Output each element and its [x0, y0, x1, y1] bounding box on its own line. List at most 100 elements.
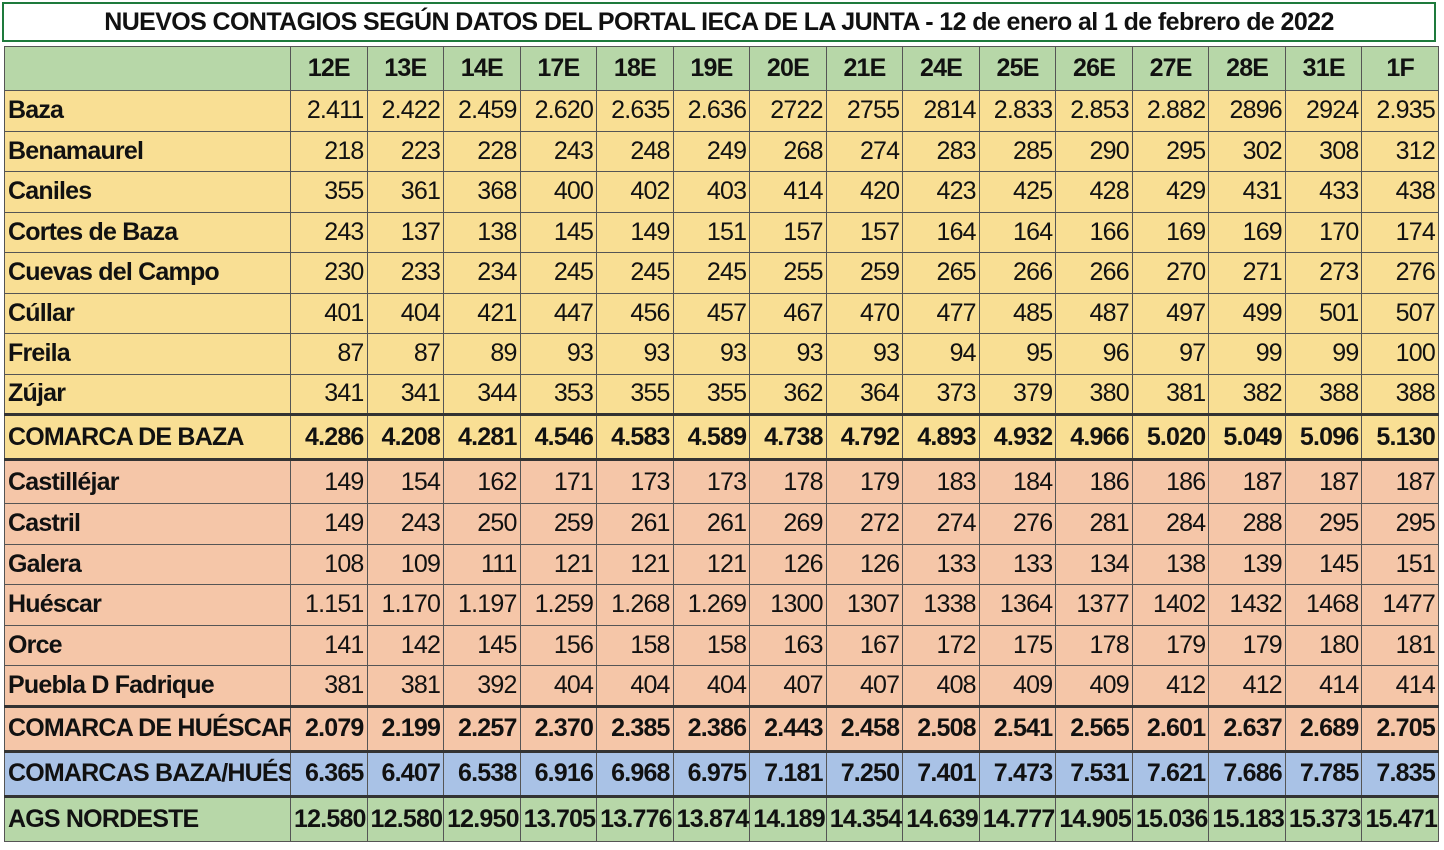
row-label[interactable]: Castilléjar — [4, 459, 291, 504]
table-cell[interactable]: 457 — [672, 292, 751, 334]
table-cell[interactable]: 145 — [443, 624, 521, 666]
table-cell[interactable]: 7.531 — [1055, 749, 1133, 797]
table-cell[interactable]: 173 — [672, 459, 751, 504]
row-label[interactable]: Puebla D Fadrique — [4, 665, 291, 707]
table-cell[interactable]: 151 — [672, 211, 751, 253]
table-cell[interactable]: 259 — [825, 252, 904, 294]
table-cell[interactable]: 15.183 — [1208, 794, 1286, 842]
table-cell[interactable]: 380 — [1055, 373, 1133, 415]
table-cell[interactable]: 14.777 — [978, 794, 1057, 842]
table-cell[interactable]: 157 — [749, 211, 827, 253]
table-cell[interactable]: 407 — [825, 665, 904, 707]
row-label[interactable]: Cuevas del Campo — [4, 252, 291, 294]
table-cell[interactable]: 2.637 — [1208, 704, 1286, 752]
table-cell[interactable]: 6.968 — [596, 749, 674, 797]
table-cell[interactable]: 184 — [978, 459, 1057, 504]
table-cell[interactable]: 5.130 — [1361, 413, 1439, 461]
table-cell[interactable]: 2896 — [1208, 90, 1286, 132]
table-cell[interactable]: 470 — [825, 292, 904, 334]
row-label[interactable]: Cúllar — [4, 292, 291, 334]
table-cell[interactable]: 137 — [366, 211, 445, 253]
table-cell[interactable]: 423 — [902, 171, 980, 213]
table-cell[interactable]: 428 — [1055, 171, 1133, 213]
table-cell[interactable]: 149 — [290, 459, 368, 504]
table-cell[interactable]: 507 — [1361, 292, 1439, 334]
table-cell[interactable]: 139 — [1208, 543, 1286, 585]
table-cell[interactable]: 95 — [978, 333, 1057, 375]
table-cell[interactable]: 4.546 — [519, 413, 598, 461]
table-cell[interactable]: 4.589 — [672, 413, 751, 461]
table-cell[interactable]: 167 — [825, 624, 904, 666]
table-cell[interactable]: 14.189 — [749, 794, 827, 842]
table-cell[interactable]: 412 — [1208, 665, 1286, 707]
table-cell[interactable]: 245 — [596, 252, 674, 294]
table-cell[interactable]: 245 — [519, 252, 598, 294]
table-cell[interactable]: 133 — [978, 543, 1057, 585]
row-label[interactable]: Huéscar — [4, 584, 291, 626]
row-label[interactable]: COMARCA DE BAZA — [4, 413, 291, 461]
table-cell[interactable]: 2.079 — [290, 704, 368, 752]
table-cell[interactable]: 250 — [443, 503, 521, 545]
column-header-24e[interactable]: 24E — [902, 46, 980, 91]
table-cell[interactable]: 1.269 — [672, 584, 751, 626]
table-cell[interactable]: 141 — [290, 624, 368, 666]
table-cell[interactable]: 2.541 — [978, 704, 1057, 752]
table-cell[interactable]: 4.208 — [366, 413, 445, 461]
column-header-26e[interactable]: 26E — [1055, 46, 1133, 91]
table-cell[interactable]: 381 — [366, 665, 445, 707]
table-cell[interactable]: 111 — [443, 543, 521, 585]
table-cell[interactable]: 179 — [825, 459, 904, 504]
table-cell[interactable]: 408 — [902, 665, 980, 707]
column-header-28e[interactable]: 28E — [1208, 46, 1286, 91]
row-label[interactable]: COMARCA DE HUÉSCAR — [4, 704, 291, 752]
table-cell[interactable]: 341 — [366, 373, 445, 415]
table-cell[interactable]: 15.036 — [1131, 794, 1210, 842]
table-cell[interactable]: 5.020 — [1131, 413, 1210, 461]
table-cell[interactable]: 392 — [443, 665, 521, 707]
table-cell[interactable]: 438 — [1361, 171, 1439, 213]
table-cell[interactable]: 404 — [672, 665, 751, 707]
table-cell[interactable]: 485 — [978, 292, 1057, 334]
table-cell[interactable]: 381 — [1131, 373, 1210, 415]
table-cell[interactable]: 2.882 — [1131, 90, 1210, 132]
table-cell[interactable]: 154 — [366, 459, 445, 504]
table-cell[interactable]: 409 — [978, 665, 1057, 707]
table-cell[interactable]: 4.286 — [290, 413, 368, 461]
table-cell[interactable]: 362 — [749, 373, 827, 415]
table-cell[interactable]: 259 — [519, 503, 598, 545]
table-cell[interactable]: 499 — [1208, 292, 1286, 334]
table-cell[interactable]: 7.473 — [978, 749, 1057, 797]
table-cell[interactable]: 308 — [1284, 130, 1363, 172]
table-cell[interactable]: 187 — [1208, 459, 1286, 504]
table-cell[interactable]: 12.950 — [443, 794, 521, 842]
table-cell[interactable]: 178 — [749, 459, 827, 504]
table-cell[interactable]: 234 — [443, 252, 521, 294]
table-cell[interactable]: 2.422 — [366, 90, 445, 132]
table-cell[interactable]: 157 — [825, 211, 904, 253]
table-cell[interactable]: 2.458 — [825, 704, 904, 752]
table-cell[interactable]: 364 — [825, 373, 904, 415]
table-cell[interactable]: 361 — [366, 171, 445, 213]
table-cell[interactable]: 271 — [1208, 252, 1286, 294]
table-cell[interactable]: 266 — [1055, 252, 1133, 294]
table-cell[interactable]: 355 — [672, 373, 751, 415]
table-cell[interactable]: 382 — [1208, 373, 1286, 415]
table-cell[interactable]: 2.386 — [672, 704, 751, 752]
table-cell[interactable]: 134 — [1055, 543, 1133, 585]
table-cell[interactable]: 170 — [1284, 211, 1363, 253]
table-cell[interactable]: 1377 — [1055, 584, 1133, 626]
table-cell[interactable]: 1477 — [1361, 584, 1439, 626]
column-header-17e[interactable]: 17E — [519, 46, 598, 91]
table-cell[interactable]: 353 — [519, 373, 598, 415]
table-cell[interactable]: 169 — [1208, 211, 1286, 253]
table-cell[interactable]: 151 — [1361, 543, 1439, 585]
table-cell[interactable]: 1300 — [749, 584, 827, 626]
column-header-31e[interactable]: 31E — [1284, 46, 1363, 91]
table-cell[interactable]: 2.257 — [443, 704, 521, 752]
table-cell[interactable]: 261 — [672, 503, 751, 545]
table-cell[interactable]: 2.443 — [749, 704, 827, 752]
table-cell[interactable]: 404 — [596, 665, 674, 707]
table-cell[interactable]: 243 — [366, 503, 445, 545]
table-cell[interactable]: 4.893 — [902, 413, 980, 461]
table-cell[interactable]: 379 — [978, 373, 1057, 415]
